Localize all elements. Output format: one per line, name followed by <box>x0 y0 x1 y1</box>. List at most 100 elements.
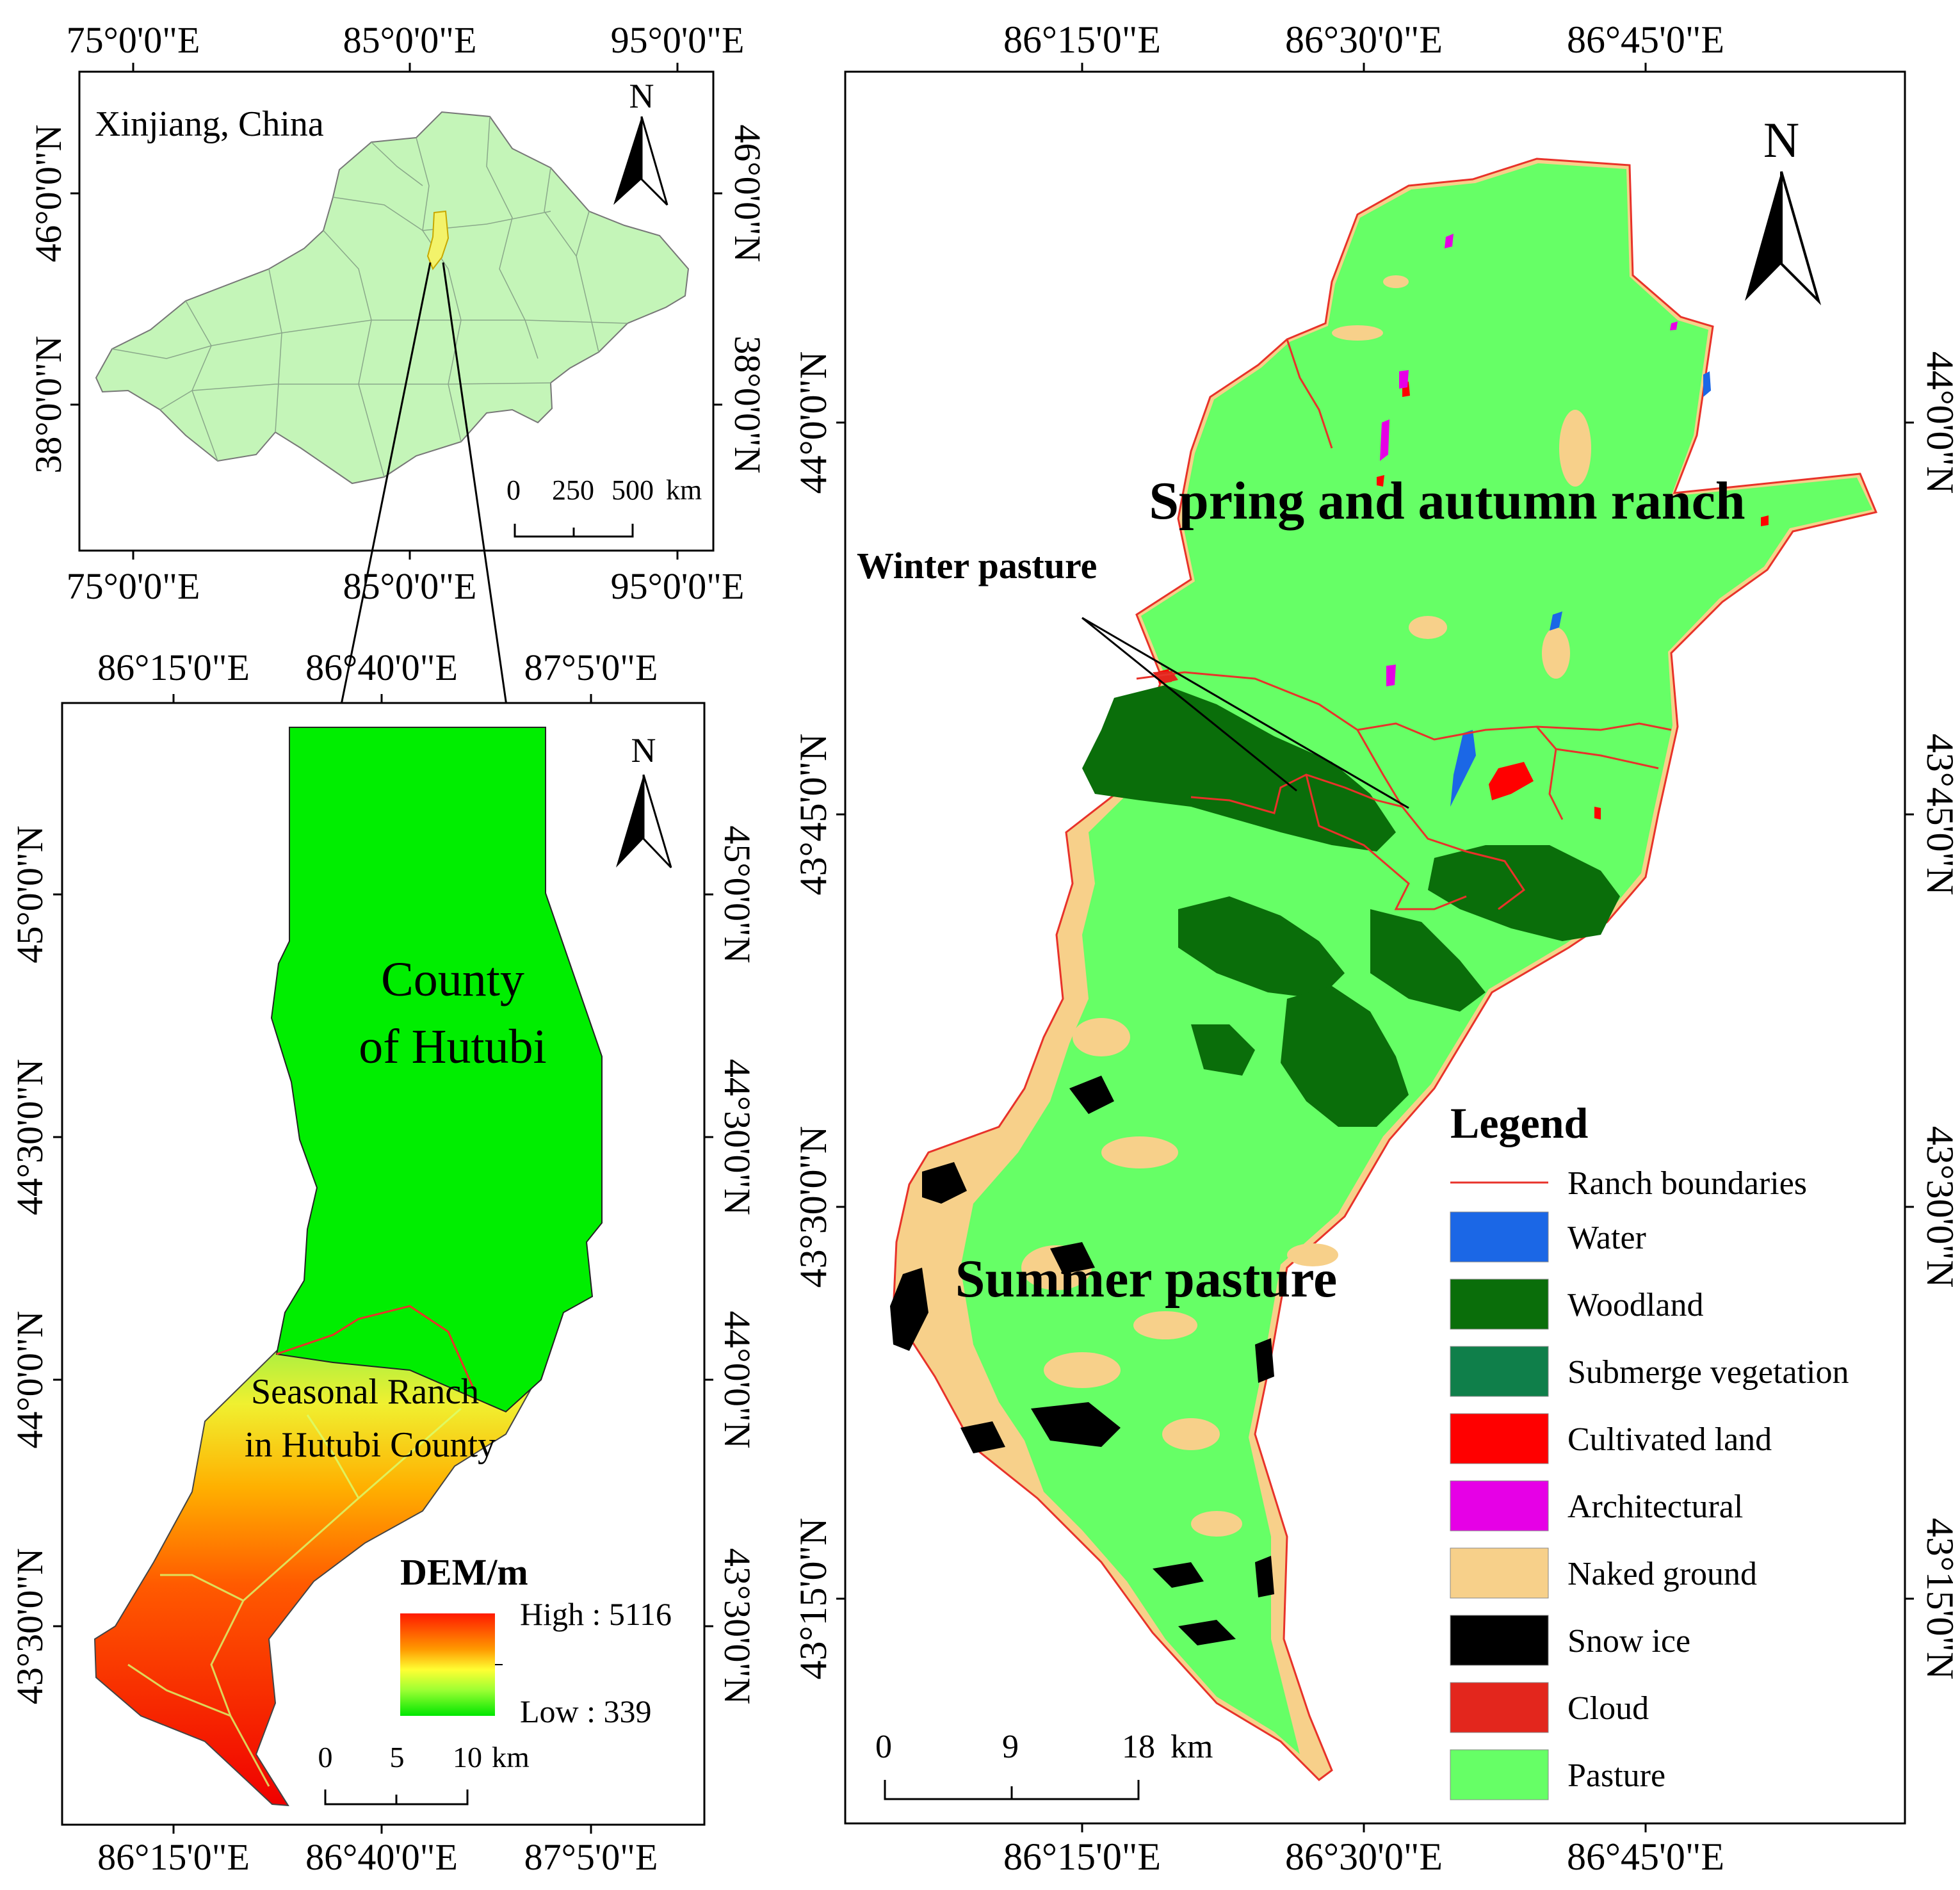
svg-text:500: 500 <box>611 474 654 506</box>
ranch-label-line2: in Hutubi County <box>245 1425 496 1465</box>
inset-lat-right-0: 46°0'0"N <box>727 124 768 262</box>
landuse-lat-left-3: 43°15'0"N <box>792 1518 834 1680</box>
legend-swatch-pasture <box>1450 1749 1549 1800</box>
hutubi-lon-bottom-2: 87°5'0"E <box>524 1836 658 1878</box>
svg-text:18: 18 <box>1122 1729 1155 1765</box>
landuse-lon-top-1: 86°30'0"E <box>1285 19 1443 61</box>
hutubi-lon-top-0: 86°15'0"E <box>97 647 250 688</box>
legend-label-naked-ground: Naked ground <box>1567 1556 1757 1592</box>
legend-label-architectural: Architectural <box>1567 1489 1743 1525</box>
landuse-lat-right-0: 44°0'0"N <box>1919 351 1960 494</box>
legend-label-pasture: Pasture <box>1567 1757 1665 1794</box>
xinjiang-inset: Xinjiang, China N 0 250 500 km 75°0'0"E … <box>28 19 768 607</box>
landuse-panel: Spring and autumn ranch Winter pasture S… <box>792 19 1960 1878</box>
legend-boundary-label: Ranch boundaries <box>1567 1165 1807 1202</box>
hutubi-lat-right-0: 45°0'0"N <box>717 825 758 963</box>
landuse-lat-right-1: 43°45'0"N <box>1919 734 1960 896</box>
legend-swatch-naked-ground <box>1450 1547 1549 1599</box>
legend-label-woodland: Woodland <box>1567 1287 1703 1323</box>
ranch-boundary-lines <box>1136 339 1672 910</box>
landuse-lon-bottom-0: 86°15'0"E <box>1003 1836 1161 1878</box>
landuse-lat-right-3: 43°15'0"N <box>1919 1518 1960 1680</box>
water-patches <box>1450 371 1711 807</box>
hutubi-lat-right-2: 44°0'0"N <box>717 1311 758 1448</box>
svg-text:km: km <box>666 474 702 506</box>
hutubi-scale-bar: 0 5 10 km <box>318 1741 530 1805</box>
hutubi-lat-left-0: 45°0'0"N <box>9 825 51 963</box>
county-title-line2: of Hutubi <box>359 1020 546 1074</box>
landuse-lon-bottom-2: 86°45'0"E <box>1567 1836 1724 1878</box>
landuse-ticks <box>836 63 1914 1832</box>
inset-connectors <box>323 262 522 757</box>
dem-legend: DEM/m High : 5116 Low : 339 <box>400 1551 672 1729</box>
svg-text:250: 250 <box>552 474 594 506</box>
hutubi-lon-top-1: 86°40'0"E <box>305 647 458 688</box>
spring-autumn-label: Spring and autumn ranch <box>1149 471 1745 531</box>
landuse-lon-top-0: 86°15'0"E <box>1003 19 1161 61</box>
architectural-patches <box>1380 234 1678 686</box>
hutubi-panel: County of Hutubi Seasonal Ranch in Hutub… <box>9 647 758 1878</box>
woodland-patches <box>1082 685 1620 1127</box>
svg-text:0: 0 <box>875 1729 892 1765</box>
legend-label-submerge-vegetation: Submerge vegetation <box>1567 1354 1849 1391</box>
hutubi-north-arrow: N <box>616 731 672 869</box>
inset-lat-left-0: 46°0'0"N <box>28 124 69 262</box>
legend-swatch-cultivated-land <box>1450 1413 1549 1464</box>
hutubi-highlight <box>426 210 450 270</box>
legend-label-water: Water <box>1567 1220 1646 1256</box>
hutubi-lon-bottom-0: 86°15'0"E <box>97 1836 250 1878</box>
landuse-north-letter: N <box>1763 112 1799 168</box>
winter-pasture-label: Winter pasture <box>857 545 1097 586</box>
legend-swatch-water <box>1450 1211 1549 1263</box>
hutubi-lat-right-1: 44°30'0"N <box>717 1059 758 1215</box>
landuse-lat-right-2: 43°30'0"N <box>1919 1126 1960 1288</box>
svg-text:km: km <box>1170 1729 1213 1765</box>
inset-lon-top-1: 85°0'0"E <box>343 19 477 61</box>
summer-pasture-label: Summer pasture <box>955 1249 1338 1309</box>
inset-north-letter: N <box>629 77 654 115</box>
prefecture-boundaries <box>111 116 628 478</box>
legend-title: Legend <box>1450 1099 1589 1147</box>
xinjiang-label: Xinjiang, China <box>95 104 324 144</box>
hutubi-lat-left-1: 44°30'0"N <box>9 1059 51 1215</box>
hutubi-lat-left-3: 43°30'0"N <box>9 1548 51 1704</box>
dem-color-ramp <box>400 1613 495 1716</box>
legend-swatch-submerge-vegetation <box>1450 1346 1549 1397</box>
legend-items: Water Woodland Submerge vegetation Cultivat… <box>1450 1211 1849 1800</box>
dem-legend-title: DEM/m <box>400 1551 528 1593</box>
inset-lon-bottom-0: 75°0'0"E <box>67 565 200 607</box>
inset-north-arrow: N <box>613 77 668 206</box>
winter-leader-lines <box>1081 617 1409 809</box>
inset-lon-bottom-2: 95°0'0"E <box>611 565 745 607</box>
inset-ticks <box>70 63 722 560</box>
landuse-lon-bottom-1: 86°30'0"E <box>1285 1836 1443 1878</box>
landuse-lat-left-1: 43°45'0"N <box>792 734 834 896</box>
landuse-north-arrow: N <box>1745 112 1822 305</box>
svg-text:9: 9 <box>1002 1729 1019 1765</box>
hutubi-lon-bottom-1: 86°40'0"E <box>305 1836 458 1878</box>
landuse-lon-top-2: 86°45'0"E <box>1567 19 1724 61</box>
svg-text:10: 10 <box>453 1741 482 1773</box>
svg-text:0: 0 <box>318 1741 333 1773</box>
svg-text:5: 5 <box>390 1741 405 1773</box>
svg-text:km: km <box>492 1741 530 1773</box>
inset-lon-top-2: 95°0'0"E <box>611 19 745 61</box>
landuse-lat-left-2: 43°30'0"N <box>792 1126 834 1288</box>
landuse-lat-left-0: 44°0'0"N <box>792 351 834 494</box>
naked-ground-patches <box>1021 275 1591 1537</box>
legend-label-snow-ice: Snow ice <box>1567 1623 1690 1660</box>
hutubi-lon-top-2: 87°5'0"E <box>524 647 658 688</box>
legend-swatch-woodland <box>1450 1279 1549 1330</box>
legend-swatch-cloud <box>1450 1682 1549 1733</box>
legend-label-cloud: Cloud <box>1567 1690 1649 1727</box>
inset-lon-top-0: 75°0'0"E <box>67 19 200 61</box>
county-title-line1: County <box>381 953 524 1006</box>
dem-drainage <box>127 1407 462 1787</box>
ranch-label-line1: Seasonal Ranch <box>251 1372 479 1412</box>
svg-text:0: 0 <box>506 474 521 506</box>
legend-label-cultivated-land: Cultivated land <box>1567 1421 1772 1458</box>
xinjiang-province <box>95 111 690 485</box>
dem-high-label: High : 5116 <box>520 1596 672 1632</box>
inset-scale-bar: 0 250 500 km <box>506 474 702 538</box>
